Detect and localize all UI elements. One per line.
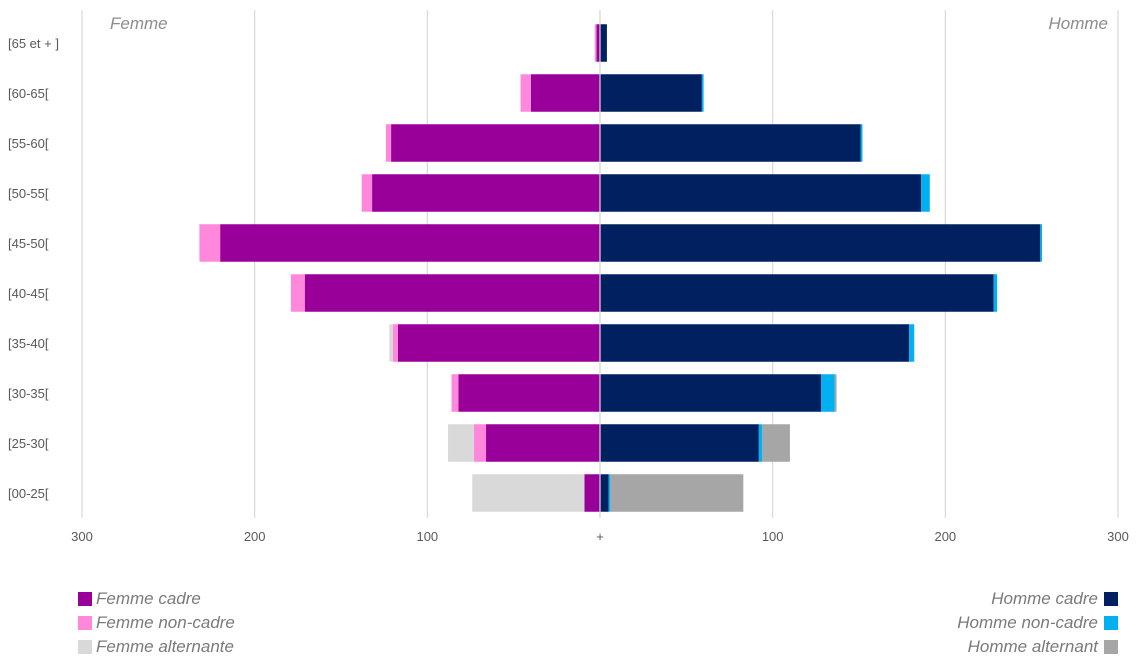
bar-homme-non-cadre-6 (921, 174, 930, 212)
bar-femme-cadre-8 (530, 74, 600, 112)
legend-right: Homme cadre Homme non-cadre Homme altern… (957, 587, 1118, 659)
legend-label: Homme cadre (991, 589, 1098, 608)
bar-femme-non-cadre-5 (199, 224, 221, 262)
x-tick-label-2: 100 (416, 529, 438, 544)
bar-homme-non-cadre-1 (758, 424, 763, 462)
x-tick-label-0: 300 (71, 529, 93, 544)
x-tick-label-5: 200 (934, 529, 956, 544)
legend-left: Femme cadre Femme non-cadre Femme altern… (78, 587, 235, 659)
legend-label: Homme non-cadre (957, 613, 1098, 632)
legend-swatch (78, 592, 92, 606)
category-label-4: [40-45[ (8, 286, 49, 301)
bar-homme-non-cadre-7 (860, 124, 863, 162)
bar-femme-alternante-1 (448, 424, 474, 462)
bar-femme-cadre-1 (486, 424, 600, 462)
legend-item-femme-non-cadre: Femme non-cadre (78, 611, 235, 635)
bar-homme-cadre-7 (600, 124, 861, 162)
legend-swatch (1104, 616, 1118, 630)
category-label-1: [25-30[ (8, 436, 49, 451)
legend-item-femme-cadre: Femme cadre (78, 587, 235, 611)
bar-homme-cadre-3 (600, 324, 910, 362)
category-label-8: [60-65[ (8, 86, 49, 101)
bar-homme-cadre-9 (600, 24, 607, 62)
x-tick-label-6: 300 (1107, 529, 1129, 544)
bar-homme-non-cadre-5 (1040, 224, 1043, 262)
bar-femme-alternante-0 (472, 474, 585, 512)
legend-label: Homme alternant (967, 637, 1098, 656)
bar-femme-non-cadre-2 (451, 374, 459, 412)
bar-femme-cadre-4 (304, 274, 600, 312)
bar-femme-cadre-9 (596, 24, 600, 62)
bar-homme-non-cadre-3 (909, 324, 915, 362)
category-label-5: [45-50[ (8, 236, 49, 251)
x-tick-label-3: + (596, 529, 604, 544)
legend-item-femme-alternante: Femme alternante (78, 635, 235, 659)
bar-femme-non-cadre-1 (473, 424, 487, 462)
bar-femme-non-cadre-4 (290, 274, 305, 312)
bar-homme-non-cadre-4 (993, 274, 998, 312)
bar-homme-non-cadre-8 (701, 74, 704, 112)
bar-femme-cadre-7 (391, 124, 600, 162)
bar-femme-non-cadre-7 (385, 124, 392, 162)
bar-femme-non-cadre-6 (361, 174, 373, 212)
legend-label: Femme non-cadre (96, 613, 235, 632)
bar-homme-alternant-0 (610, 474, 744, 512)
bar-homme-alternant-2 (834, 374, 837, 412)
legend-swatch (78, 616, 92, 630)
category-label-2: [30-35[ (8, 386, 49, 401)
bar-homme-non-cadre-2 (821, 374, 835, 412)
bar-femme-non-cadre-8 (520, 74, 531, 112)
category-label-6: [50-55[ (8, 186, 49, 201)
category-label-9: [65 et + ] (8, 36, 59, 51)
legend-item-homme-cadre: Homme cadre (957, 587, 1118, 611)
category-labels: [00-25[ [25-30[ [30-35[ [35-40[ [40-45[ [45-5… (8, 36, 59, 501)
bar-homme-alternant-1 (762, 424, 790, 462)
x-tick-label-4: 100 (762, 529, 784, 544)
legend-item-homme-non-cadre: Homme non-cadre (957, 611, 1118, 635)
bar-femme-cadre-6 (372, 174, 600, 212)
bar-femme-cadre-0 (584, 474, 600, 512)
bar-homme-non-cadre-0 (608, 474, 611, 512)
legend-swatch (78, 640, 92, 654)
category-label-3: [35-40[ (8, 336, 49, 351)
legend-item-homme-alternant: Homme alternant (957, 635, 1118, 659)
right-title: Homme (1048, 14, 1108, 33)
bar-homme-cadre-2 (600, 374, 822, 412)
bar-homme-cadre-6 (600, 174, 922, 212)
legend-label: Femme cadre (96, 589, 201, 608)
bar-femme-cadre-2 (458, 374, 600, 412)
legend-swatch (1104, 592, 1118, 606)
legend-swatch (1104, 640, 1118, 654)
bar-homme-cadre-4 (600, 274, 994, 312)
legend-label: Femme alternante (96, 637, 234, 656)
bar-femme-cadre-3 (397, 324, 600, 362)
bar-femme-cadre-5 (220, 224, 600, 262)
bar-femme-non-cadre-9 (594, 24, 597, 62)
bar-homme-cadre-1 (600, 424, 759, 462)
category-label-7: [55-60[ (8, 136, 49, 151)
bars (199, 10, 1043, 518)
bar-homme-cadre-5 (600, 224, 1041, 262)
bar-homme-cadre-8 (600, 74, 702, 112)
bar-femme-non-cadre-3 (392, 324, 398, 362)
bar-homme-cadre-0 (600, 474, 609, 512)
x-tick-label-1: 200 (244, 529, 266, 544)
left-title: Femme (110, 14, 168, 33)
bar-femme-alternante-3 (389, 324, 393, 362)
x-tick-labels: 300 200 100 +100 200 300 (71, 529, 1129, 544)
category-label-0: [00-25[ (8, 486, 49, 501)
